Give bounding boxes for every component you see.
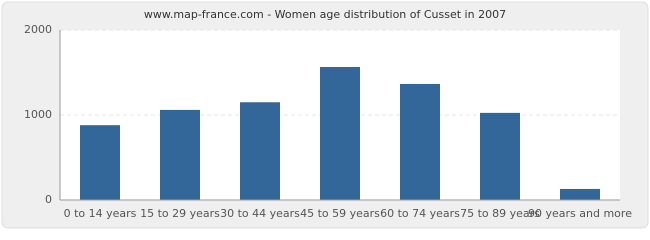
x-tick-label: 90 years and more	[528, 207, 632, 220]
bar	[560, 188, 600, 200]
x-tick-label: 75 to 89 years	[460, 207, 540, 220]
y-tick-label: 2000	[24, 23, 52, 36]
y-tick-label: 0	[45, 193, 52, 206]
x-tick-label: 30 to 44 years	[220, 207, 300, 220]
chart-title: www.map-france.com - Women age distribut…	[144, 8, 506, 21]
bar	[80, 125, 120, 200]
page: {"chart_data": {"type": "bar", "title": …	[0, 0, 650, 230]
x-tick-label: 60 to 74 years	[380, 207, 460, 220]
bar	[480, 112, 520, 200]
bar	[160, 109, 200, 200]
x-tick-label: 15 to 29 years	[140, 207, 220, 220]
y-tick-label: 1000	[24, 108, 52, 121]
x-tick-label: 0 to 14 years	[64, 207, 137, 220]
bar	[240, 102, 280, 200]
x-tick-label: 45 to 59 years	[300, 207, 380, 220]
chart: www.map-france.com - Women age distribut…	[1, 1, 649, 229]
bar	[320, 66, 360, 200]
bar	[400, 83, 440, 200]
